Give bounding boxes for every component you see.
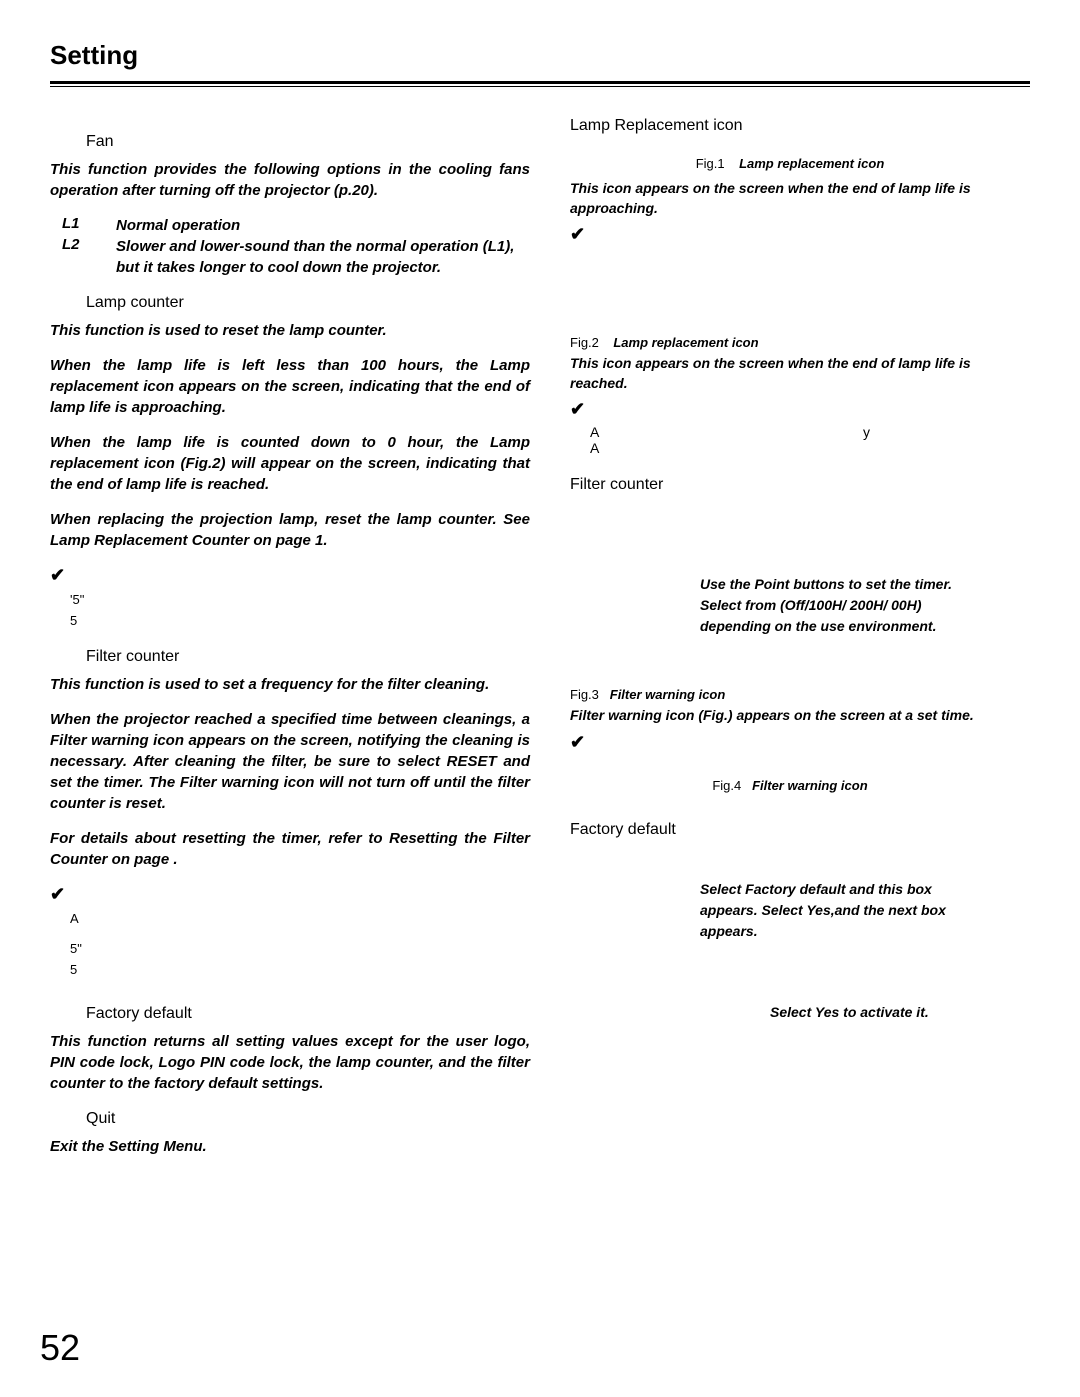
lamp-counter-p4: When replacing the projection lamp, rese… — [50, 509, 530, 551]
rule-thin — [50, 86, 1030, 87]
fig3-block: Fig.3 Filter warning icon Filter warning… — [570, 687, 1010, 753]
factory-default-heading: Factory default — [570, 821, 1010, 839]
fan-l2-val: Slower and lower-sound than the normal o… — [116, 236, 530, 278]
fan-l2-key: L2 — [62, 236, 116, 278]
two-column-layout: Fan This function provides the following… — [50, 117, 1030, 1157]
check-icon: ✔ — [50, 565, 530, 586]
lamp-note2: 5 — [70, 611, 530, 632]
fan-label: Fan — [86, 133, 530, 151]
fig4-name: Filter warning icon — [752, 778, 868, 793]
lamp-replacement-heading: Lamp Replacement icon — [570, 117, 1010, 135]
factory-default-callout1: Select Factory default and this box appe… — [700, 879, 960, 942]
fig3-no: Fig.3 — [570, 687, 599, 702]
fig4-no: Fig.4 — [712, 778, 741, 793]
filter-note-a: A — [70, 909, 530, 930]
fan-l1-key: L1 — [62, 215, 116, 236]
fig1-name: Lamp replacement icon — [739, 156, 884, 171]
check-icon: ✔ — [50, 884, 530, 905]
ay-a2: A — [590, 440, 1010, 456]
left-column: Fan This function provides the following… — [50, 117, 530, 1157]
fan-l2-row: L2 Slower and lower-sound than the norma… — [62, 236, 530, 278]
rule-thick — [50, 81, 1030, 84]
filter-note-5b: 5 — [70, 960, 530, 981]
fan-intro: This function provides the following opt… — [50, 159, 530, 201]
lamp-counter-p1: This function is used to reset the lamp … — [50, 320, 530, 341]
lamp-counter-p2: When the lamp life is left less than 100… — [50, 355, 530, 418]
factory-default-label: Factory default — [86, 1005, 530, 1023]
fig3-name: Filter warning icon — [610, 687, 726, 702]
check-icon: ✔ — [570, 732, 1010, 753]
filter-timer-callout: Use the Point buttons to set the timer. … — [700, 574, 960, 637]
filter-counter-p3: For details about resetting the timer, r… — [50, 828, 530, 870]
page-number: 52 — [40, 1327, 80, 1369]
fan-l1-val: Normal operation — [116, 215, 240, 236]
fig3-caption: Filter warning icon (Fig.) appears on th… — [570, 706, 1010, 726]
ay-row: A y — [590, 424, 870, 440]
check-icon: ✔ — [570, 399, 1010, 420]
page-title: Setting — [50, 40, 1030, 71]
factory-default-p1: This function returns all setting values… — [50, 1031, 530, 1094]
ay-a: A — [590, 424, 599, 440]
fig4-block: Fig.4 Filter warning icon — [570, 777, 1010, 795]
filter-counter-p1: This function is used to set a frequency… — [50, 674, 530, 695]
fig2-no: Fig.2 — [570, 335, 599, 350]
lamp-counter-p3: When the lamp life is counted down to 0 … — [50, 432, 530, 495]
fig2-block: Fig.2 Lamp replacement icon This icon ap… — [570, 335, 1010, 456]
quit-label: Quit — [86, 1110, 530, 1128]
factory-default-callout2: Select Yes to activate it. — [770, 1002, 950, 1023]
fan-l1-row: L1 Normal operation — [62, 215, 530, 236]
fig1-block: Fig.1 Lamp replacement icon This icon ap… — [570, 155, 1010, 245]
filter-counter-p2: When the projector reached a specified t… — [50, 709, 530, 814]
check-icon: ✔ — [570, 224, 1010, 245]
fig1-no: Fig.1 — [696, 156, 725, 171]
ay-y: y — [863, 424, 870, 440]
filter-counter-label: Filter counter — [86, 648, 530, 666]
filter-note-5a: 5" — [70, 939, 530, 960]
fig1-caption: This icon appears on the screen when the… — [570, 179, 1010, 218]
fig2-caption: This icon appears on the screen when the… — [570, 354, 1010, 393]
fig2-name: Lamp replacement icon — [613, 335, 758, 350]
quit-p1: Exit the Setting Menu. — [50, 1136, 530, 1157]
lamp-counter-label: Lamp counter — [86, 294, 530, 312]
lamp-note1: '5" — [70, 590, 530, 611]
right-column: Lamp Replacement icon Fig.1 Lamp replace… — [570, 117, 1010, 1157]
filter-counter-heading: Filter counter — [570, 476, 1010, 494]
